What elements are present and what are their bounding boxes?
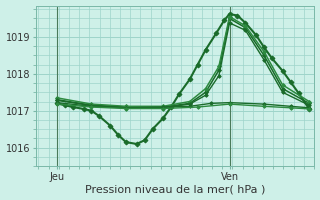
X-axis label: Pression niveau de la mer( hPa ): Pression niveau de la mer( hPa ) bbox=[85, 184, 265, 194]
